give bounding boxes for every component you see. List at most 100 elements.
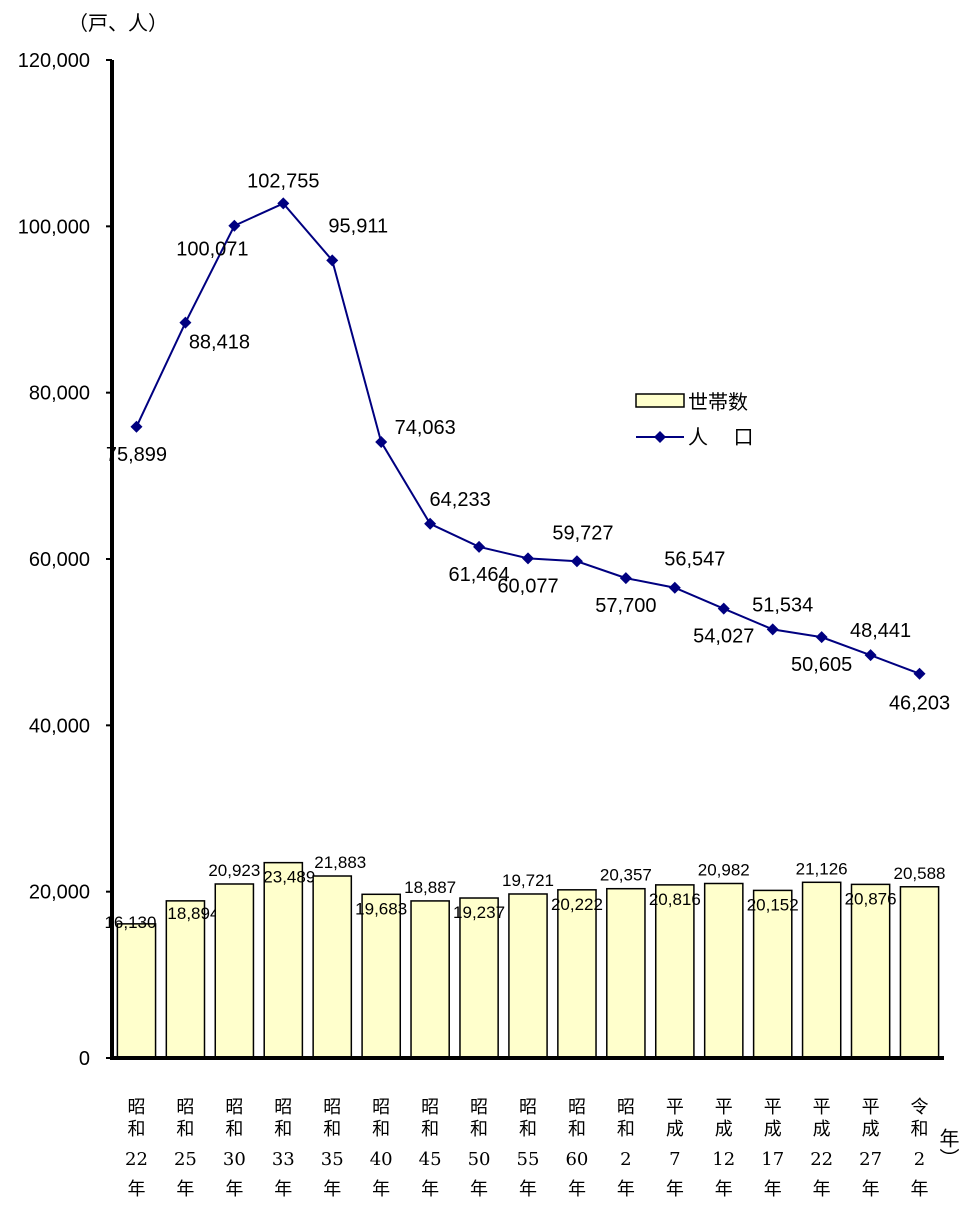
- household-value-label: 18,887: [404, 878, 456, 897]
- x-tick-era-char: 平: [715, 1097, 733, 1118]
- population-value-label: 75,899: [106, 444, 167, 466]
- x-tick-year-suffix: 年: [764, 1179, 782, 1200]
- x-tick-year-suffix: 年: [862, 1179, 880, 1200]
- household-value-label: 20,816: [649, 890, 701, 909]
- x-tick-year-suffix: 年: [176, 1179, 194, 1200]
- x-tick-year-number: 7: [669, 1149, 680, 1170]
- y-tick-label: 100,000: [18, 216, 90, 238]
- household-value-label: 19,237: [453, 903, 505, 922]
- population-value-label: 61,464: [448, 564, 509, 586]
- x-tick-year-number: 50: [468, 1149, 491, 1170]
- household-value-label: 20,923: [208, 861, 260, 880]
- x-tick-year-suffix: 年: [617, 1179, 635, 1200]
- population-marker: [717, 602, 730, 615]
- household-bar: [801, 881, 842, 1059]
- x-tick-era-char: 平: [813, 1097, 831, 1118]
- household-value-label: 19,721: [502, 871, 554, 890]
- x-tick-era-char: 昭: [225, 1097, 243, 1118]
- population-value-label: 51,534: [752, 594, 813, 616]
- x-tick-era-char: 成: [666, 1119, 684, 1140]
- population-value-label: 57,700: [595, 595, 656, 617]
- x-tick-year-suffix: 年: [274, 1179, 292, 1200]
- household-value-label: 19,683: [355, 899, 407, 918]
- population-value-label: 50,605: [791, 654, 852, 676]
- population-marker: [228, 219, 241, 232]
- population-marker: [864, 649, 877, 662]
- x-tick-era-char: 昭: [568, 1097, 586, 1118]
- household-value-label: 16,130: [104, 913, 156, 932]
- population-marker: [473, 540, 486, 553]
- population-value-label: 46,203: [889, 693, 950, 715]
- x-tick-era-char: 平: [666, 1097, 684, 1118]
- x-tick-era-char: 昭: [127, 1097, 145, 1118]
- household-bar: [654, 884, 695, 1059]
- household-bar: [361, 893, 402, 1059]
- x-tick-era-char: 和: [225, 1119, 243, 1140]
- x-tick-year-suffix: 年: [666, 1179, 684, 1200]
- x-tick-era-char: 成: [715, 1119, 733, 1140]
- x-tick-year-number: 55: [517, 1149, 540, 1170]
- x-axis-labels: 昭和22年昭和25年昭和30年昭和33年昭和35年昭和40年昭和45年昭和50年…: [125, 1097, 929, 1200]
- legend-bar-swatch: [635, 393, 685, 408]
- population-value-label: 56,547: [664, 549, 725, 571]
- population-value-label: 54,027: [693, 626, 754, 648]
- household-value-label: 20,982: [698, 860, 750, 879]
- x-tick-year-number: 27: [859, 1149, 882, 1170]
- population-marker: [130, 420, 143, 433]
- household-bar: [312, 875, 353, 1059]
- population-value-label: 48,441: [850, 620, 911, 642]
- x-tick-year-number: 22: [125, 1149, 148, 1170]
- household-bar: [703, 882, 744, 1059]
- population-value-label: 74,063: [395, 417, 456, 439]
- population-marker: [668, 581, 681, 594]
- legend-households-label: 世帯数: [688, 391, 748, 414]
- y-tick-label: 80,000: [29, 383, 90, 405]
- x-tick-era-char: 和: [519, 1119, 537, 1140]
- x-tick-era-char: 成: [764, 1119, 782, 1140]
- population-marker: [424, 517, 437, 530]
- x-tick-era-char: 和: [568, 1119, 586, 1140]
- household-bar: [214, 883, 255, 1059]
- legend-population-label: 人 口: [688, 426, 754, 449]
- household-bar: [263, 861, 304, 1059]
- household-bar: [752, 889, 793, 1059]
- x-tick-year-number: 12: [712, 1149, 735, 1170]
- household-value-label: 18,894: [167, 904, 219, 923]
- population-value-label: 60,077: [497, 575, 558, 597]
- household-bar: [459, 897, 499, 1059]
- x-tick-era-char: 和: [127, 1119, 145, 1140]
- population-value-label: 100,071: [176, 239, 248, 261]
- household-value-label: 23,489: [263, 868, 315, 887]
- x-tick-year-number: 2: [914, 1149, 925, 1170]
- x-tick-era-char: 昭: [617, 1097, 635, 1118]
- x-tick-year-suffix: 年: [519, 1179, 537, 1200]
- household-bar: [606, 887, 646, 1059]
- x-tick-era-char: 和: [617, 1119, 635, 1140]
- y-tick-label: 20,000: [29, 882, 90, 904]
- legend: 世帯数 人 口: [635, 391, 754, 449]
- household-bar: [850, 883, 891, 1059]
- x-tick-year-number: 33: [272, 1149, 295, 1170]
- population-value-label: 95,911: [328, 215, 388, 237]
- x-tick-era-char: 成: [813, 1119, 831, 1140]
- y-tick-label: 40,000: [29, 715, 90, 737]
- x-tick-year-suffix: 年: [225, 1179, 243, 1200]
- population-marker: [913, 667, 926, 680]
- household-bar: [165, 900, 206, 1059]
- population-value-label: 88,418: [189, 332, 250, 354]
- x-tick-era-char: 昭: [372, 1097, 390, 1118]
- x-tick-era-char: 和: [911, 1119, 929, 1140]
- household-value-label: 20,357: [600, 866, 652, 885]
- household-bar: [899, 886, 940, 1059]
- x-tick-year-number: 35: [321, 1149, 344, 1170]
- household-bar: [508, 893, 548, 1059]
- x-tick-year-number: 25: [174, 1149, 197, 1170]
- y-axis: 0 20,000 40,000 60,000 80,000 100,000 120,000: [18, 50, 114, 1070]
- x-tick-year-suffix: 年: [911, 1179, 929, 1200]
- household-value-label: 20,876: [845, 889, 897, 908]
- x-tick-era-char: 令: [911, 1097, 929, 1118]
- x-tick-era-char: 平: [764, 1097, 782, 1118]
